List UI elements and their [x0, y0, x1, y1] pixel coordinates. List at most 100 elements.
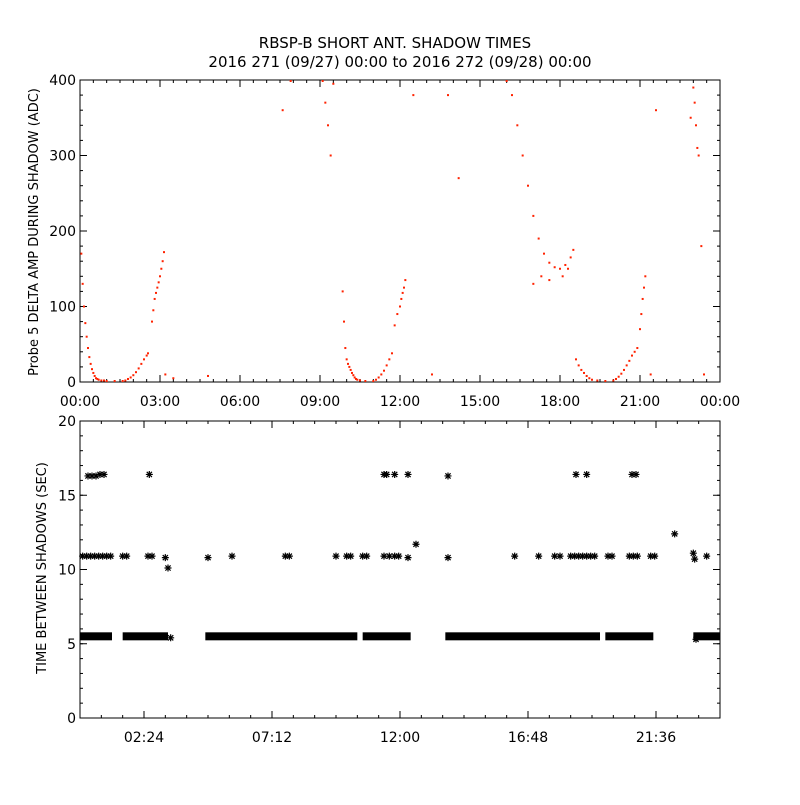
top-data-point	[347, 362, 349, 365]
top-data-point	[372, 380, 375, 382]
top-data-point	[356, 378, 359, 381]
bottom-data-point	[651, 552, 659, 560]
top-data-point	[91, 368, 93, 371]
top-data-point	[580, 368, 583, 371]
top-data-point	[401, 291, 404, 294]
top-x-tick-label: 12:00	[380, 394, 420, 410]
top-x-tick-label: 03:00	[140, 394, 180, 410]
top-x-tick-label: 06:00	[220, 394, 260, 410]
top-data-point	[604, 380, 607, 382]
top-data-point	[160, 267, 163, 270]
bottom-y-tick-label: 0	[67, 711, 76, 727]
top-data-point	[132, 374, 135, 377]
top-data-point	[612, 379, 615, 382]
bottom-data-point	[583, 552, 591, 560]
top-data-point	[321, 80, 324, 82]
top-data-point	[344, 347, 347, 350]
top-data-point	[89, 362, 92, 365]
bottom-data-point	[204, 554, 212, 562]
top-data-point	[457, 177, 460, 180]
bottom-data-point	[572, 470, 580, 478]
bottom-y-tick-label: 10	[58, 563, 76, 579]
top-data-point	[100, 379, 103, 382]
top-data-point	[155, 291, 157, 294]
top-data-point	[324, 101, 327, 104]
top-data-point	[527, 184, 529, 187]
bottom-data-point	[347, 552, 355, 560]
bottom-data-point	[628, 470, 636, 478]
top-y-tick-label: 100	[49, 300, 76, 316]
top-data-point	[353, 376, 356, 379]
top-data-point	[95, 377, 97, 380]
top-data-point	[572, 248, 575, 251]
top-x-tick-label: 21:00	[620, 394, 660, 410]
top-data-point	[641, 297, 644, 300]
bottom-data-point	[119, 552, 127, 560]
top-data-point	[553, 266, 556, 269]
top-data-point	[385, 364, 388, 367]
bottom-data-points	[79, 470, 711, 643]
top-data-point	[396, 313, 399, 316]
bottom-data-point	[591, 552, 599, 560]
bottom-y-tick-labels: 0 5 10 15 20	[58, 414, 76, 727]
bottom-data-point	[148, 552, 156, 560]
bottom-data-point	[285, 552, 293, 560]
top-data-point	[85, 335, 88, 338]
bottom-data-point	[281, 552, 289, 560]
top-y-tick-label: 300	[49, 149, 76, 165]
bottom-x-tick-label: 21:36	[636, 730, 676, 746]
top-data-point	[145, 354, 148, 357]
bottom-data-point	[123, 552, 131, 560]
figure-title-line1: RBSP-B SHORT ANT. SHADOW TIMES	[259, 34, 531, 52]
top-data-point	[399, 305, 401, 308]
top-data-point	[163, 251, 165, 254]
bottom-data-point	[671, 530, 679, 538]
top-data-point	[393, 324, 396, 327]
top-data-point	[577, 364, 580, 367]
top-data-point	[97, 378, 100, 381]
top-data-point	[548, 279, 551, 282]
top-data-point	[156, 286, 159, 289]
top-data-point	[583, 371, 585, 374]
top-data-point	[700, 245, 703, 248]
top-data-point	[129, 376, 132, 379]
top-y-tick-label: 0	[67, 375, 76, 391]
top-data-point	[92, 371, 95, 374]
top-data-point	[693, 101, 696, 104]
bottom-data-point	[404, 470, 412, 478]
top-x-tick-label: 00:00	[700, 394, 740, 410]
top-data-point	[172, 377, 175, 380]
top-data-point	[93, 374, 96, 377]
top-y-tick-labels: 0 100 200 300 400	[49, 73, 76, 391]
top-data-point	[343, 320, 345, 323]
bottom-data-point	[391, 470, 399, 478]
top-data-points	[80, 80, 705, 382]
bottom-dense-band	[693, 632, 720, 641]
top-data-point	[348, 365, 351, 368]
bottom-data-point	[380, 552, 388, 560]
bottom-data-point	[629, 552, 637, 560]
bottom-data-point	[692, 635, 700, 643]
bottom-data-point	[604, 552, 612, 560]
bottom-data-point	[647, 552, 655, 560]
bottom-data-point	[395, 552, 403, 560]
bottom-data-point	[84, 472, 92, 480]
bottom-data-point	[145, 470, 153, 478]
top-data-point	[105, 380, 108, 382]
top-data-point	[161, 260, 164, 263]
top-data-point	[692, 86, 695, 89]
top-x-tick-label: 09:00	[300, 394, 340, 410]
top-data-point	[329, 154, 332, 157]
top-data-point	[511, 94, 513, 97]
top-data-point	[431, 373, 433, 376]
top-data-point	[567, 267, 569, 270]
bottom-y-tick-label: 15	[58, 488, 76, 504]
bottom-data-point	[164, 564, 172, 572]
top-data-point	[289, 80, 292, 82]
figure-title-line2: 2016 271 (09/27) 00:00 to 2016 272 (09/2…	[208, 53, 591, 71]
top-data-point	[140, 362, 143, 365]
bottom-y-tick-label: 5	[67, 637, 76, 653]
top-data-point	[388, 358, 391, 361]
